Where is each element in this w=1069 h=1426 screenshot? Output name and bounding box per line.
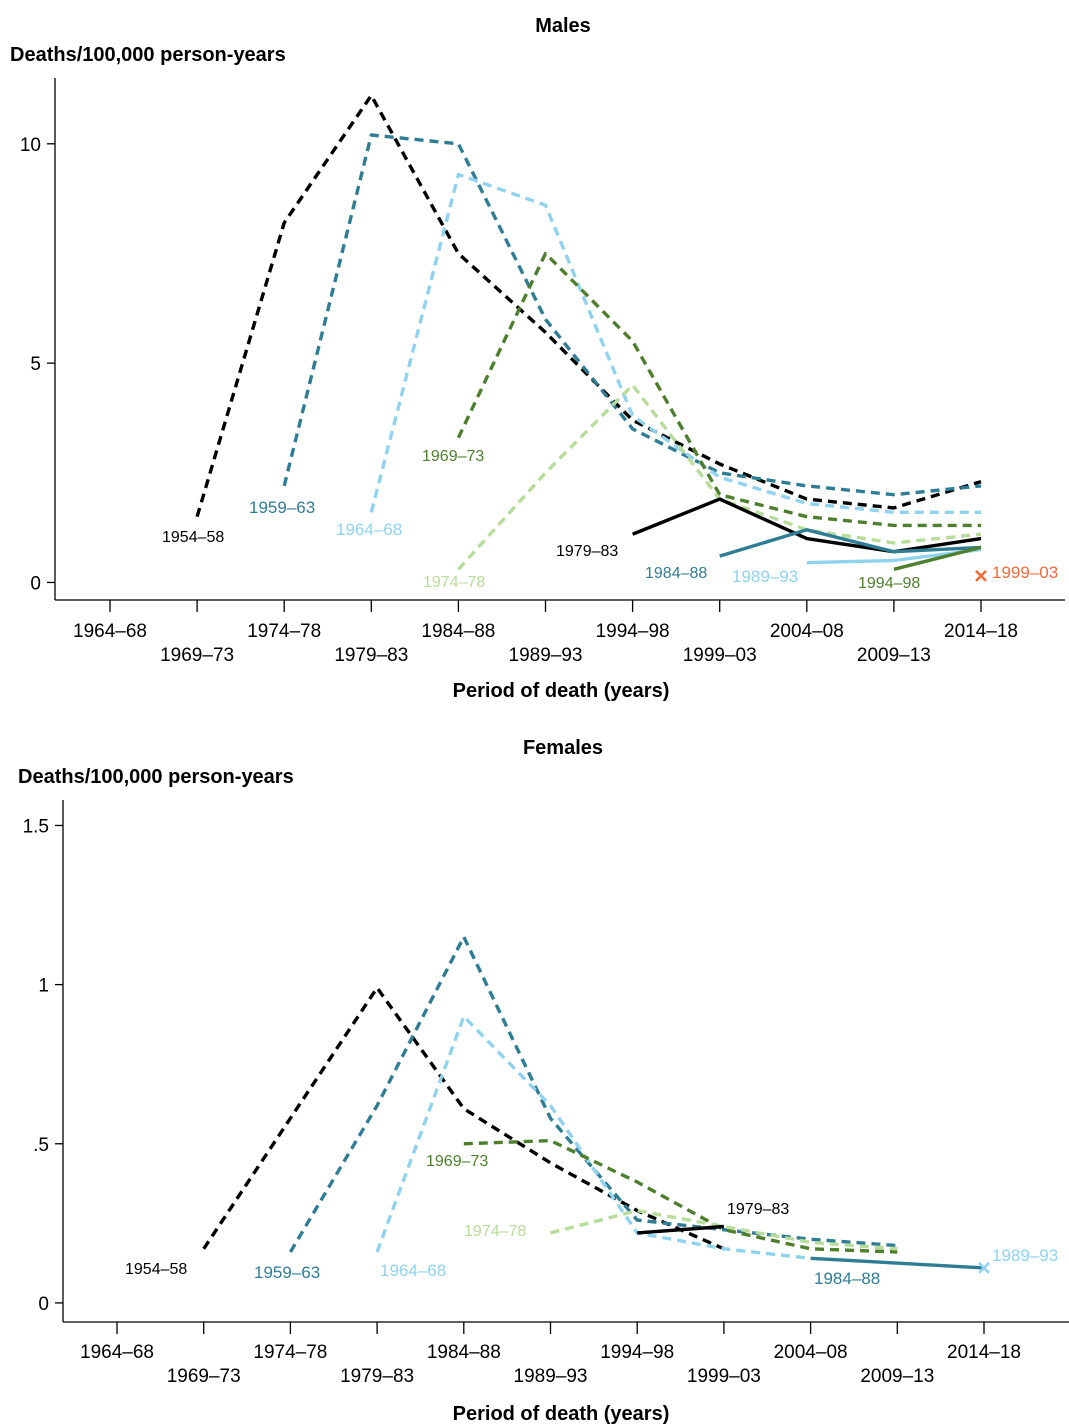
x-tick-label: 2009–13 (860, 1366, 934, 1387)
series-label-1989-93: 1989–93 (992, 1246, 1058, 1265)
series-label-1979-83: 1979–83 (727, 1201, 789, 1218)
x-tick-label: 2014–18 (944, 621, 1018, 642)
x-tick-label: 1989–93 (509, 645, 583, 666)
series-line-1994-98 (893, 545, 982, 571)
x-tick-label: 1974–78 (253, 1342, 327, 1363)
x-tick-label: 2009–13 (857, 645, 931, 666)
series-label-1974-78: 1974–78 (423, 574, 485, 591)
series-line-1959-63 (288, 935, 898, 1253)
series-label-1954-58: 1954–58 (125, 1261, 187, 1278)
series-line-1964-68 (375, 1014, 811, 1260)
x-tick-label: 2004–08 (770, 621, 844, 642)
x-tick-label: 1979–83 (334, 645, 408, 666)
y-tick-label: 0 (30, 573, 41, 594)
series-line-1969-73 (463, 1138, 898, 1254)
series-label-1979-83: 1979–83 (556, 543, 618, 560)
series-label-1959-63: 1959–63 (254, 1263, 320, 1282)
series-label-1989-93: 1989–93 (732, 567, 798, 586)
y-tick-label: .5 (33, 1135, 49, 1156)
x-axis-label: Period of death (years) (453, 680, 670, 702)
x-tick-label: 1999–03 (683, 645, 757, 666)
series-marker-1989-93 (978, 1261, 990, 1274)
x-tick-label: 1984–88 (427, 1342, 501, 1363)
series-label-1969-73: 1969–73 (426, 1153, 488, 1170)
x-tick-label: 1974–78 (247, 621, 321, 642)
series-line-1964-68 (369, 172, 981, 514)
series-line-1979-83 (631, 497, 982, 554)
series-line-1959-63 (282, 133, 982, 497)
series-label-1969-73: 1969–73 (422, 448, 484, 465)
series-line-1974-78 (457, 383, 982, 571)
x-tick-label: 1969–73 (167, 1366, 241, 1387)
y-tick-label: 0 (38, 1294, 49, 1315)
x-tick-label: 1994–98 (596, 621, 670, 642)
series-line-1984-88 (719, 528, 982, 558)
series-label-1984-88: 1984–88 (645, 565, 707, 582)
series-label-1974-78: 1974–78 (464, 1223, 526, 1240)
x-tick-label: 2004–08 (774, 1342, 848, 1363)
x-tick-label: 1969–73 (160, 645, 234, 666)
y-tick-label: 10 (20, 135, 41, 156)
series-label-1959-63: 1959–63 (249, 498, 315, 517)
series-label-1999-03: 1999–03 (992, 563, 1058, 582)
series-line-1969-73 (456, 251, 981, 528)
panel-title: Males (535, 15, 591, 37)
x-axis-label: Period of death (years) (453, 1403, 670, 1425)
series-line-1954-58 (195, 93, 982, 518)
series-marker-1999-03 (975, 569, 987, 582)
y-tick-label: 1 (38, 976, 49, 997)
series-label-1964-68: 1964–68 (336, 520, 402, 539)
series-line-1979-83 (637, 1224, 725, 1235)
x-tick-label: 2014–18 (947, 1342, 1021, 1363)
x-tick-label: 1964–68 (80, 1342, 154, 1363)
series-label-1994-98: 1994–98 (858, 575, 920, 592)
y-tick-label: 1.5 (23, 816, 49, 837)
x-tick-label: 1999–03 (687, 1366, 761, 1387)
series-line-1954-58 (202, 986, 725, 1251)
x-tick-label: 1979–83 (340, 1366, 414, 1387)
x-tick-label: 1994–98 (600, 1342, 674, 1363)
panel-title: Females (523, 737, 603, 759)
series-line-1984-88 (810, 1256, 985, 1270)
x-tick-label: 1984–88 (421, 621, 495, 642)
series-label-1954-58: 1954–58 (162, 529, 224, 546)
y-tick-label: 5 (30, 354, 41, 375)
y-axis-label: Deaths/100,000 person-years (10, 44, 286, 66)
y-axis-label: Deaths/100,000 person-years (18, 766, 294, 788)
series-label-1984-88: 1984–88 (814, 1269, 880, 1288)
series-label-1964-68: 1964–68 (380, 1261, 446, 1280)
x-tick-label: 1989–93 (514, 1366, 588, 1387)
x-tick-label: 1964–68 (73, 621, 147, 642)
